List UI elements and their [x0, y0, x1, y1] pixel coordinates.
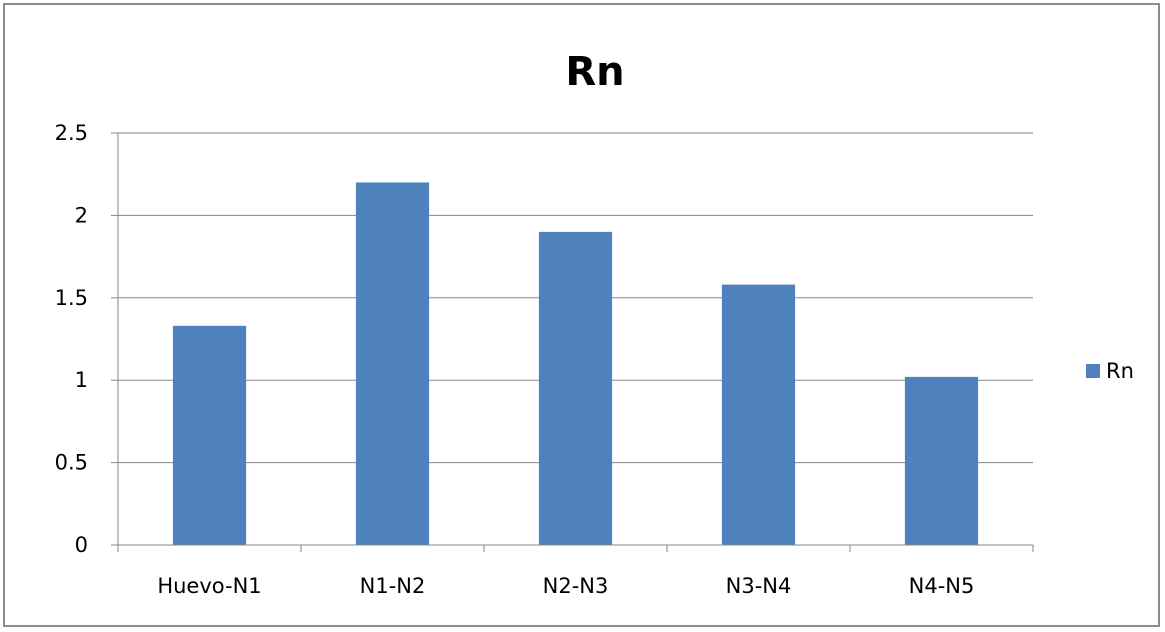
- y-tick-label: 0.5: [55, 451, 88, 475]
- bar-n3-n4: [721, 284, 796, 545]
- x-tick-label: N1-N2: [360, 574, 426, 598]
- bar-n1-n2: [355, 182, 430, 545]
- axes: [111, 132, 1034, 552]
- legend-label-rn: Rn: [1106, 359, 1134, 383]
- x-tick-label: N2-N3: [543, 574, 609, 598]
- x-tick-label: N4-N5: [909, 574, 975, 598]
- y-tick-labels: 0 0.5 1 1.5 2 2.5: [55, 121, 88, 557]
- x-tick-labels: Huevo-N1 N1-N2 N2-N3 N3-N4 N4-N5: [157, 574, 974, 598]
- bars: [172, 182, 979, 545]
- bar-n2-n3: [538, 231, 613, 545]
- y-tick-label: 0: [75, 533, 88, 557]
- y-tick-label: 2: [75, 203, 88, 227]
- y-tick-label: 1.5: [55, 286, 88, 310]
- bar-n4-n5: [904, 376, 979, 545]
- x-tick-label: N3-N4: [726, 574, 792, 598]
- y-tick-label: 2.5: [55, 121, 88, 145]
- x-tick-label: Huevo-N1: [157, 574, 261, 598]
- y-tick-label: 1: [75, 368, 88, 392]
- legend-swatch-rn: [1086, 364, 1100, 378]
- bar-huevo-n1: [172, 325, 247, 545]
- chart-title: Rn: [565, 49, 624, 95]
- legend: Rn: [1086, 359, 1134, 383]
